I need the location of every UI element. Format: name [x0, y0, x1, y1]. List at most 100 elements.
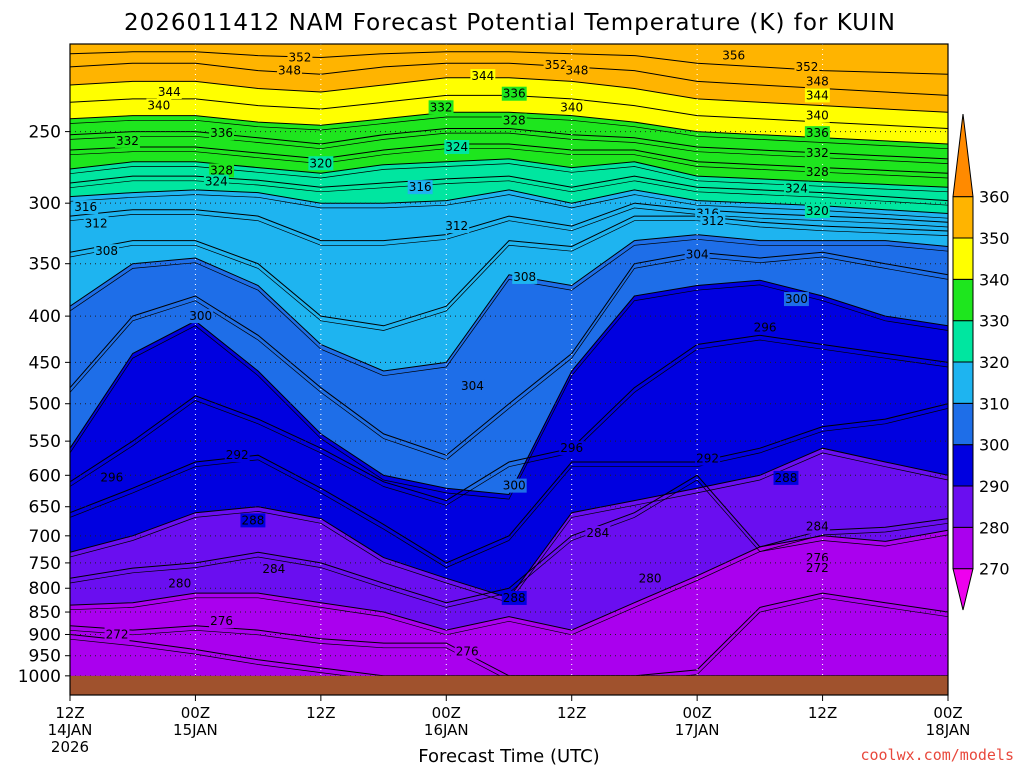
contour-label: 348 — [278, 64, 301, 78]
contour-label: 352 — [288, 51, 311, 65]
y-axis: 2503003504004505005506006507007508008509… — [18, 123, 70, 687]
contour-label-bg — [804, 164, 830, 179]
contour-label-bg — [407, 180, 433, 195]
x-tick-label: 2026 — [51, 738, 89, 756]
contour-label-bg — [773, 470, 799, 485]
isentrope-352 — [70, 62, 948, 96]
contour-label: 352 — [545, 58, 568, 72]
contour-label: 324 — [205, 175, 228, 189]
x-tick-label: 00Z — [181, 704, 210, 722]
colorbar-swatch — [952, 196, 974, 239]
chart-title: 2026011412 NAM Forecast Potential Temper… — [124, 10, 896, 36]
x-tick-label: 12Z — [306, 704, 335, 722]
contour-label-bg — [752, 320, 778, 335]
contour-label: 300 — [189, 309, 212, 323]
contour-label: 316 — [409, 180, 432, 194]
contour-label-bg — [115, 133, 140, 148]
y-tick-label: 450 — [29, 353, 61, 373]
credit-text: coolwx.com/models — [860, 746, 1014, 764]
contour-label-bg — [684, 247, 710, 262]
contour-label-bg — [428, 100, 454, 115]
x-tick-label: 14JAN — [48, 721, 93, 739]
contour-label-bg — [277, 63, 302, 78]
colorbar-swatch — [952, 402, 974, 446]
isentrope-280 — [70, 529, 948, 631]
contour-label: 332 — [430, 100, 453, 114]
contour-label-bg — [804, 108, 830, 123]
isentrope-284 — [70, 474, 948, 604]
contour-label-bg — [804, 126, 830, 141]
contour-label-bg — [209, 126, 235, 141]
contour-label-bg — [512, 269, 538, 284]
colorbar-label: 360 — [979, 188, 1010, 207]
contour-label-bg — [454, 644, 480, 659]
contour-label: 348 — [565, 64, 588, 78]
contour-label: 344 — [471, 69, 494, 83]
contour-label: 284 — [586, 526, 609, 540]
contour-label: 272 — [106, 627, 129, 641]
contour-label-bg — [94, 244, 120, 259]
contour-label: 296 — [100, 470, 123, 484]
contour-label-bg — [637, 571, 663, 586]
contour-label: 328 — [503, 113, 526, 127]
contour-label: 272 — [806, 561, 829, 575]
contour-label-bg — [804, 203, 830, 218]
x-tick-label: 17JAN — [675, 721, 720, 739]
contour-label: 348 — [806, 74, 829, 88]
contour-label-bg — [721, 48, 747, 63]
contour-label-bg — [804, 561, 830, 576]
contour-label: 280 — [168, 576, 191, 590]
x-axis-title: Forecast Time (UTC) — [418, 746, 599, 767]
isentrope-312 — [70, 215, 948, 327]
y-tick-label: 1000 — [18, 667, 61, 687]
isentrope-minor-line — [70, 534, 948, 636]
y-tick-label: 650 — [29, 498, 61, 518]
contour-label-bg — [209, 614, 235, 629]
y-tick-label: 250 — [29, 123, 61, 143]
y-tick-label: 800 — [29, 579, 61, 599]
contour-label-bg — [783, 292, 809, 307]
contour-label: 328 — [210, 163, 233, 177]
isentrope-308 — [70, 234, 948, 372]
colorbar-swatch — [952, 113, 974, 198]
colorbar-swatch — [952, 526, 974, 570]
contour-label: 332 — [806, 146, 829, 160]
y-tick-label: 600 — [29, 466, 61, 486]
contour-label: 316 — [74, 200, 97, 214]
contour-label-bg — [804, 145, 830, 160]
x-tick-label: 00Z — [432, 704, 461, 722]
y-tick-label: 700 — [29, 527, 61, 547]
contour-label-bg — [695, 451, 721, 466]
isentrope-minor-line — [70, 148, 948, 179]
y-tick-label: 550 — [29, 432, 61, 452]
contour-label-bg — [156, 84, 182, 99]
contour-label: 300 — [785, 292, 808, 306]
contour-label-bg — [308, 156, 334, 171]
contour-label-bg — [804, 519, 830, 534]
isentrope-300 — [70, 279, 948, 496]
contour-label-bg — [794, 59, 820, 74]
contour-label-bg — [203, 174, 229, 189]
contour-label: 324 — [445, 140, 468, 154]
y-tick-label: 900 — [29, 625, 61, 645]
contour-label-bg — [501, 478, 527, 493]
contour-label-bg — [444, 219, 470, 234]
contour-label-bg — [501, 113, 527, 128]
contour-label: 332 — [116, 134, 139, 148]
x-tick-label: 12Z — [808, 704, 837, 722]
contour-label-bg — [224, 448, 250, 463]
colorbar-swatch — [952, 568, 974, 611]
contour-label: 284 — [262, 562, 285, 576]
isentrope-minor-line — [70, 194, 948, 219]
contour-label-bg — [564, 63, 590, 78]
plot-frame — [69, 43, 949, 696]
contour-label: 280 — [639, 571, 662, 585]
colorbar-label: 320 — [979, 353, 1010, 372]
contour-label: 276 — [456, 645, 479, 659]
isentrope-316 — [70, 202, 948, 242]
contour-label: 328 — [806, 165, 829, 179]
contour-label-bg — [261, 562, 287, 577]
y-tick-label: 750 — [29, 554, 61, 574]
contour-label: 308 — [95, 244, 118, 258]
